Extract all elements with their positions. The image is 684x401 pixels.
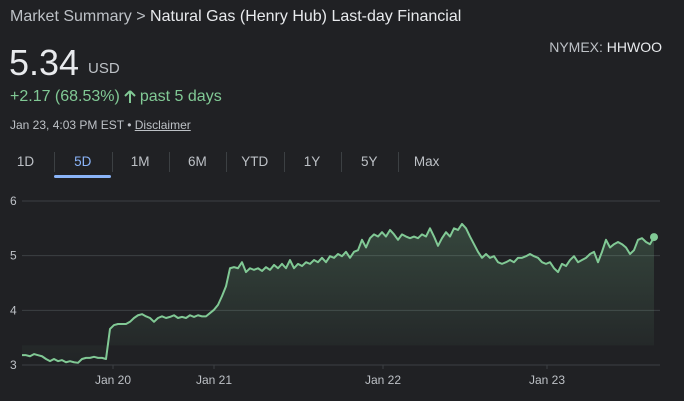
change-value: +2.17 (68.53%) [10,88,120,105]
instrument-title: Natural Gas (Henry Hub) Last-day Financi… [150,8,462,25]
tab-separator [226,152,228,172]
exchange: NYMEX: HHWOO [549,39,662,55]
change-period: past 5 days [139,88,222,105]
x-tick-label: Jan 21 [196,373,232,387]
timestamp: Jan 23, 4:03 PM EST [10,118,124,132]
y-tick-label: 3 [10,358,17,372]
tab-separator [111,152,113,172]
ticker-symbol: HHWOO [606,39,662,55]
range-tab[interactable]: 1Y [303,154,321,169]
range-tab[interactable]: 6M [188,154,207,169]
last-price-dot [650,233,658,242]
range-tab[interactable]: YTD [241,154,269,169]
price: 5.34 [9,42,80,83]
breadcrumb-separator: > [136,8,146,25]
disclaimer-link[interactable]: Disclaimer [134,118,191,132]
price-area [22,223,654,363]
tab-separator [168,152,170,172]
tab-separator [54,152,56,172]
range-tab[interactable]: Max [413,154,440,169]
range-tab[interactable]: 1D [16,154,35,169]
range-tab[interactable]: 5Y [361,154,378,169]
exchange-name: NYMEX: [549,39,603,55]
tab-separator [398,152,400,172]
price-line [22,222,655,364]
range-tabs: 1D 5D 1M 6M YTD 1Y 5Y Max [0,150,460,178]
range-tab[interactable]: 1M [130,154,150,169]
tab-separator [340,152,342,172]
tab-separator [283,152,285,172]
currency: USD [88,60,120,77]
x-tick-label: Jan 23 [529,373,565,387]
change: +2.17 (68.53%) past 5 days [10,88,222,106]
y-tick-label: 4 [10,303,17,317]
bullet: • [127,118,132,132]
breadcrumb-link[interactable]: Market Summary [10,8,132,25]
range-tab[interactable]: 5D [54,150,112,178]
x-tick-label: Jan 20 [95,373,131,387]
breadcrumb: Market Summary > Natural Gas (Henry Hub)… [10,8,461,26]
up-arrow-icon [124,90,136,103]
x-tick-label: Jan 22 [365,373,401,387]
y-tick-label: 5 [10,249,17,263]
y-tick-label: 6 [10,194,17,208]
meta-line: Jan 23, 4:03 PM EST • Disclaimer [10,118,191,132]
